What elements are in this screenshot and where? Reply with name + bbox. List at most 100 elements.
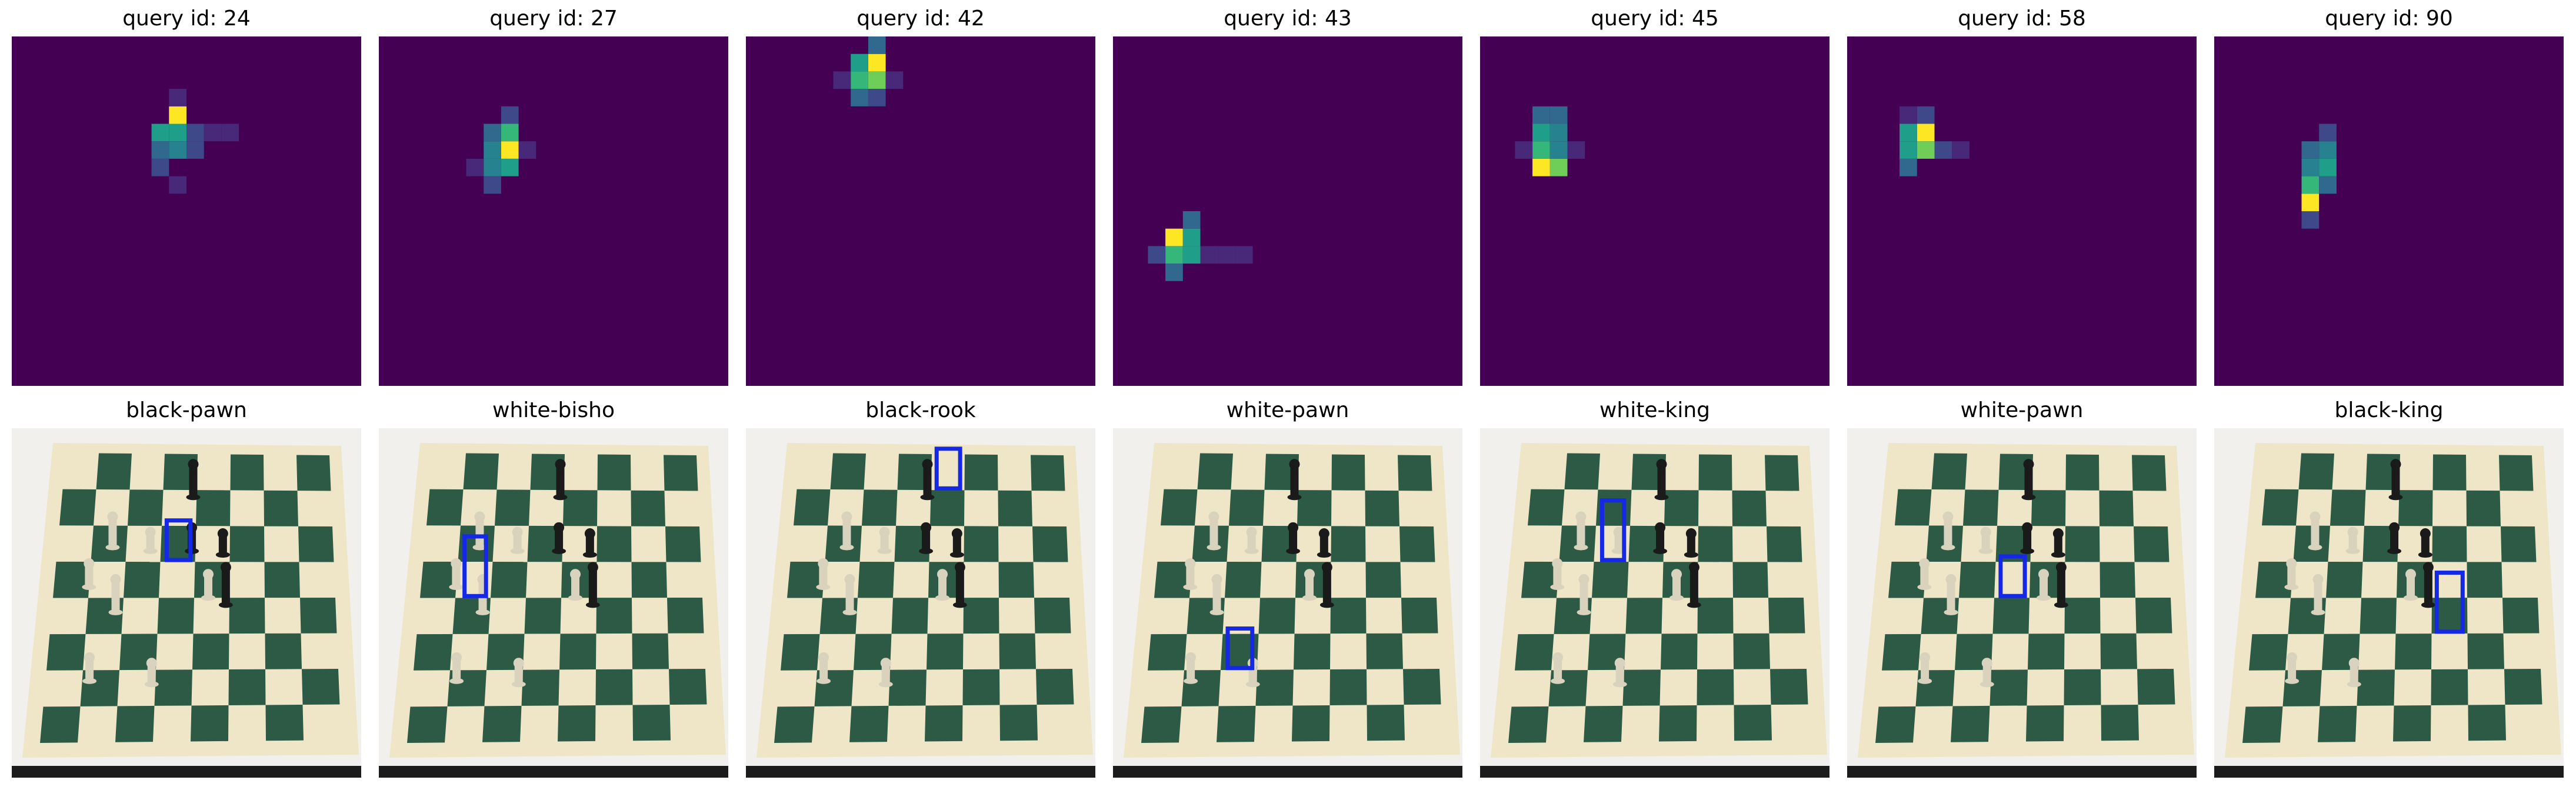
class-label: white-pawn (1960, 398, 2084, 422)
chess-piece (1980, 526, 1991, 538)
chess-piece (513, 658, 524, 669)
board-square (2100, 562, 2135, 598)
chess-piece (1575, 511, 1587, 522)
detection-box (2434, 571, 2465, 634)
board-square (229, 598, 265, 634)
heatmap-cell (484, 176, 501, 194)
heatmap-cell (501, 106, 519, 124)
board-square (2242, 706, 2283, 743)
board-square (1951, 705, 1990, 742)
panel: query id: 42 black-rook (746, 0, 1095, 790)
query-title: query id: 27 (489, 6, 618, 31)
chess-piece (2022, 522, 2033, 533)
chess-piece (2310, 511, 2321, 522)
board-square (1882, 634, 1921, 671)
board-square (781, 634, 820, 671)
board-square (632, 704, 671, 741)
chess-piece (512, 526, 523, 538)
chess-piece (220, 562, 231, 573)
heatmap-cell (1549, 141, 1568, 159)
heatmap-cell (204, 124, 222, 142)
chess-piece (2038, 569, 2049, 580)
panel: query id: 24 black-pawn (12, 0, 361, 790)
board-square (1661, 634, 1698, 670)
detection-box (1225, 626, 1255, 671)
heatmap-cell (186, 124, 204, 142)
chess-piece (1288, 522, 1299, 533)
board-square (858, 562, 895, 598)
heatmap-cell (1952, 141, 1970, 159)
board-square (2064, 598, 2101, 634)
board-square (1697, 598, 1734, 634)
board-square (115, 705, 155, 742)
board-square (1294, 634, 1331, 670)
heatmap-cell (169, 141, 186, 159)
heatmap-cell (484, 141, 501, 159)
class-label: black-pawn (126, 398, 247, 422)
chess-piece (1685, 528, 1697, 539)
board-square (927, 634, 964, 670)
board-square (1770, 669, 1808, 705)
class-label: white-pawn (1226, 398, 1349, 422)
chess-piece (844, 574, 855, 585)
heatmap-cell (2319, 176, 2337, 194)
board-square (2431, 598, 2468, 634)
panel: query id: 27 white-bisho (379, 0, 728, 790)
chess-piece (2312, 574, 2324, 585)
attention-heatmap (1847, 36, 2197, 386)
heatmap-cell (151, 141, 169, 159)
chess-piece (1655, 522, 1666, 533)
board-square (1508, 706, 1549, 743)
chess-piece (879, 526, 890, 538)
board-square (230, 454, 264, 491)
chess-piece (587, 562, 598, 573)
heatmap-cell (151, 124, 169, 142)
chess-piece (922, 459, 933, 470)
detection-box (1998, 554, 2027, 598)
chess-piece (951, 528, 962, 539)
board-square (1734, 704, 1772, 741)
board-square (53, 561, 91, 598)
board-square (1875, 706, 1916, 743)
board-square (1161, 489, 1198, 526)
board-square (998, 490, 1032, 526)
board-square (1521, 561, 1559, 598)
query-title: query id: 45 (1591, 6, 1719, 31)
chessboard-image (12, 428, 361, 778)
board-square (426, 489, 464, 526)
board-square (59, 489, 96, 526)
chess-piece (937, 569, 948, 580)
board-square (491, 562, 528, 598)
board-square (482, 705, 522, 742)
board-square (157, 598, 194, 634)
chess-piece (1318, 528, 1329, 539)
heatmap-cell (169, 106, 186, 124)
chess-piece (451, 558, 462, 569)
chess-piece (2286, 558, 2297, 569)
heatmap-cell (1532, 106, 1550, 124)
board-square (1217, 705, 1256, 742)
board-square (999, 704, 1038, 741)
heatmap-cell (501, 158, 519, 176)
chess-piece (954, 562, 965, 573)
chess-piece (217, 528, 228, 539)
board-square (463, 453, 499, 490)
board-square (964, 454, 998, 491)
chess-piece (584, 528, 595, 539)
heatmap-cell (851, 54, 868, 72)
board-square (830, 453, 866, 490)
heatmap-cell (2319, 158, 2337, 176)
board-square (1032, 526, 1068, 562)
board-square (1366, 633, 1403, 669)
query-title: query id: 24 (122, 6, 251, 31)
heatmap-cell (518, 141, 536, 159)
chess-piece (1945, 574, 1957, 585)
chess-piece (2052, 528, 2064, 539)
heatmap-cell (1182, 211, 1201, 229)
board-square (265, 704, 304, 741)
board-square (794, 489, 831, 526)
board-square (963, 598, 999, 634)
board-square (495, 489, 531, 526)
board-square (2467, 562, 2502, 598)
board-square (2326, 562, 2363, 598)
